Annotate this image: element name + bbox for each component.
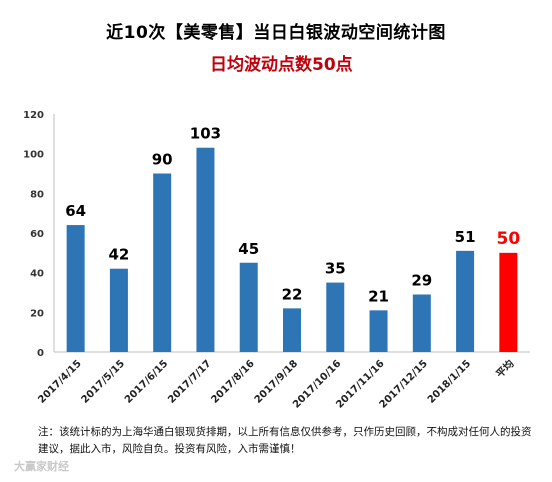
y-tick-label: 60: [30, 229, 44, 240]
bar: [196, 147, 215, 352]
data-label: 22: [282, 285, 303, 303]
x-tick-label: 2017/4/15: [36, 358, 83, 405]
chart-subtitle: 日均波动点数50点: [210, 55, 353, 75]
bar: [456, 250, 475, 352]
x-tick-label: 2017/9/18: [253, 358, 300, 405]
y-tick-label: 20: [30, 308, 44, 319]
y-tick-label: 80: [30, 189, 44, 200]
data-label: 35: [325, 260, 346, 278]
bar: [283, 308, 301, 352]
bar: [239, 262, 258, 352]
data-label: 103: [190, 125, 221, 143]
bar: [66, 225, 85, 352]
bar: [499, 252, 518, 352]
bar: [369, 310, 388, 352]
data-label: 50: [497, 229, 521, 249]
data-label: 29: [411, 271, 432, 289]
data-label: 51: [455, 228, 476, 246]
x-tick-label: 2018/1/15: [426, 358, 473, 405]
data-label: 21: [368, 287, 389, 305]
data-label: 64: [65, 202, 86, 220]
data-label: 45: [238, 240, 259, 258]
data-label: 42: [108, 246, 129, 264]
disclaimer-note: 注：该统计标的为上海华通白银现货排期，以上所有信息仅供参考，只作历史回顾，不构成…: [38, 426, 532, 455]
bar: [153, 173, 172, 352]
x-tick-label: 2017/7/17: [166, 358, 213, 405]
y-tick-label: 40: [30, 269, 44, 280]
x-tick-label: 2017/8/16: [209, 358, 256, 405]
x-tick-label: 2017/6/15: [123, 358, 170, 405]
chart-title: 近10次【美零售】当日白银波动空间统计图: [106, 23, 446, 43]
y-tick-label: 0: [37, 348, 44, 359]
bar-chart: 0 20 40 60 80 100 120 64 2017/4/15 42 2017/5/15 90 2…: [23, 110, 530, 411]
watermark: 大赢家财经: [14, 460, 69, 473]
y-tick-label: 120: [23, 110, 44, 121]
bar: [412, 294, 431, 352]
data-label: 90: [152, 151, 173, 169]
y-tick-label: 100: [23, 150, 44, 161]
x-tick-label: 平均: [493, 357, 516, 380]
bar: [326, 282, 345, 352]
x-tick-label: 2017/5/15: [80, 358, 127, 405]
bar: [109, 268, 128, 352]
